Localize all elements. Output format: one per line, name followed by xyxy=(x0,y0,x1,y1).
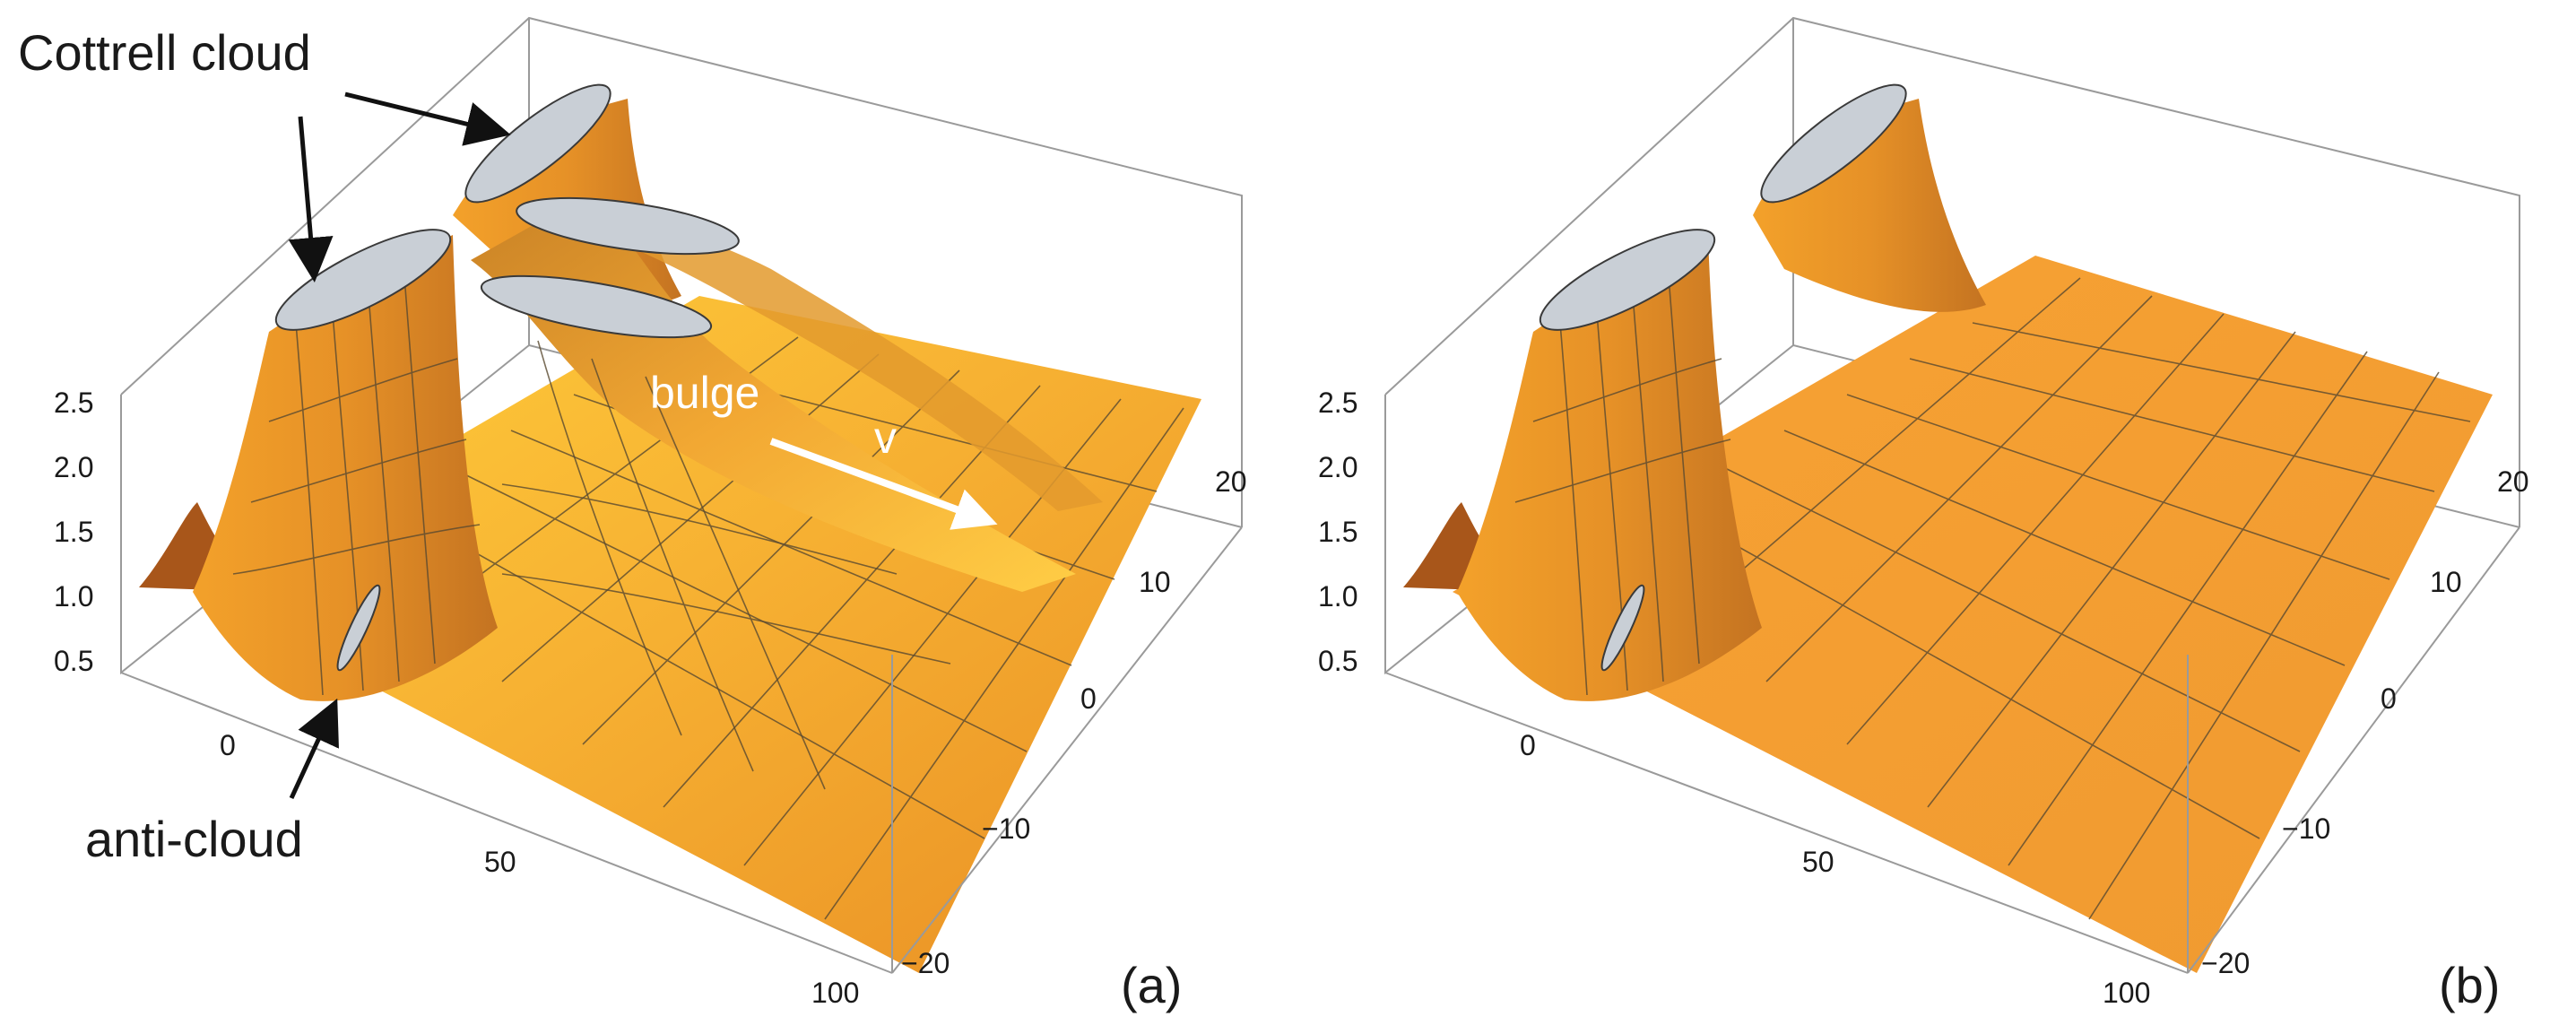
panel-b-anticloud-cut xyxy=(1600,584,1645,672)
x-tick: 50 xyxy=(1802,846,1834,878)
x-tick: 100 xyxy=(811,977,859,1009)
y-tick: −20 xyxy=(2201,947,2250,979)
panel-a-cottrell-cut-front xyxy=(274,229,452,331)
panel-a-z-axis: 2.5 2.0 1.5 1.0 0.5 xyxy=(54,387,93,677)
x-tick: 0 xyxy=(1520,729,1536,761)
y-tick: −20 xyxy=(901,947,950,979)
z-tick: 1.0 xyxy=(54,580,93,613)
velocity-label: v xyxy=(874,413,897,463)
z-tick: 2.0 xyxy=(54,451,93,483)
anti-cloud-arrow xyxy=(289,698,339,800)
y-tick: −10 xyxy=(982,812,1030,845)
z-tick: 2.5 xyxy=(54,387,93,419)
velocity-arrow xyxy=(769,438,998,530)
panel-a-x-axis: 0 50 100 xyxy=(220,729,859,1009)
y-tick: 0 xyxy=(1080,682,1097,715)
panel-a-bulge-cut-2 xyxy=(516,196,740,256)
z-tick: 0.5 xyxy=(54,645,93,677)
panel-a-peak-front-grid xyxy=(232,264,481,696)
panel-b-peak-front-grid xyxy=(1514,264,1731,696)
panel-b-bounding-box-front xyxy=(1384,526,2520,974)
bulge-label: bulge xyxy=(650,368,759,418)
panel-a-y-axis: 20 10 0 −10 −20 xyxy=(901,465,1247,979)
panel-a-cottrell-cut-back xyxy=(464,83,611,204)
cottrell-arrow-2 xyxy=(344,91,511,146)
panel-a: 2.5 2.0 1.5 1.0 0.5 0 50 100 20 10 0 −10… xyxy=(18,16,1247,1013)
x-tick: 0 xyxy=(220,729,236,761)
z-tick: 2.0 xyxy=(1318,451,1357,483)
cottrell-cloud-label: Cottrell cloud xyxy=(18,24,311,81)
z-tick: 1.5 xyxy=(54,516,93,548)
panel-a-bulge-ridge-2 xyxy=(520,197,1103,511)
panel-b-y-axis: 20 10 0 −10 −20 xyxy=(2201,465,2529,979)
x-tick: 50 xyxy=(484,846,516,878)
anti-cloud-label: anti-cloud xyxy=(85,811,303,867)
panel-a-bulge-cut-1 xyxy=(480,274,713,339)
z-tick: 1.5 xyxy=(1318,516,1357,548)
panel-b: 2.5 2.0 1.5 1.0 0.5 0 50 100 20 10 0 −10… xyxy=(1318,16,2529,1013)
panel-b-surface xyxy=(1453,256,2493,973)
y-tick: 10 xyxy=(1139,566,1171,598)
z-tick: 0.5 xyxy=(1318,645,1357,677)
z-tick: 2.5 xyxy=(1318,387,1357,419)
z-tick: 1.0 xyxy=(1318,580,1357,613)
panel-b-cottrell-cut-back xyxy=(1760,83,1907,204)
y-tick: 10 xyxy=(2430,566,2462,598)
x-tick: 100 xyxy=(2103,977,2150,1009)
panel-a-bounding-box-front xyxy=(120,526,1243,974)
panel-a-anticloud-cut xyxy=(336,584,381,672)
panel-b-grid xyxy=(1658,277,2471,920)
cottrell-arrow-1 xyxy=(288,116,334,282)
panel-b-z-axis: 2.5 2.0 1.5 1.0 0.5 xyxy=(1318,387,1357,677)
y-tick: 20 xyxy=(1215,465,1247,498)
y-tick: −10 xyxy=(2282,812,2330,845)
panel-a-bulge-grid xyxy=(501,340,951,790)
panel-b-cottrell-cut-front xyxy=(1539,229,1716,331)
y-tick: 0 xyxy=(2381,682,2397,715)
panel-b-x-axis: 0 50 100 xyxy=(1520,729,2150,1009)
y-tick: 20 xyxy=(2497,465,2529,498)
panel-b-label: (b) xyxy=(2439,957,2500,1013)
panel-a-label: (a) xyxy=(1121,957,1182,1013)
